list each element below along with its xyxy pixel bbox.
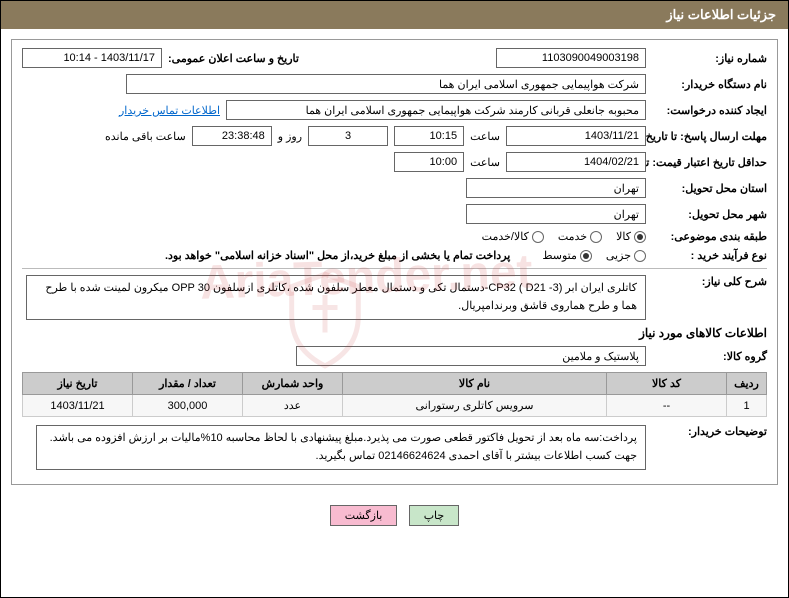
radio-minor[interactable]: جزیی: [606, 249, 646, 262]
buyer-notes-label: توضیحات خریدار:: [652, 425, 767, 438]
deadline-date-field: 1403/11/21: [506, 126, 646, 146]
deadline-label: مهلت ارسال پاسخ: تا تاریخ:: [652, 130, 767, 143]
process-radio-group: جزیی متوسط: [542, 249, 646, 262]
time-label-1: ساعت: [470, 130, 500, 143]
requester-label: ایجاد کننده درخواست:: [652, 104, 767, 117]
radio-medium[interactable]: متوسط: [542, 249, 592, 262]
desc-label: شرح کلی نیاز:: [652, 275, 767, 288]
validity-date-field: 1404/02/21: [506, 152, 646, 172]
radio-service[interactable]: خدمت: [558, 230, 602, 243]
need-no-field: 1103090049003198: [496, 48, 646, 68]
validity-label: حداقل تاریخ اعتبار قیمت: تا تاریخ:: [652, 156, 767, 169]
table-header: تعداد / مقدار: [133, 373, 243, 395]
category-label: طبقه بندی موضوعی:: [652, 230, 767, 243]
need-no-label: شماره نیاز:: [652, 52, 767, 65]
table-header: نام کالا: [343, 373, 607, 395]
table-row: 1--سرویس کاتلری رستورانیعدد300,0001403/1…: [23, 395, 767, 417]
table-cell: 300,000: [133, 395, 243, 417]
contact-link[interactable]: اطلاعات تماس خریدار: [119, 104, 220, 117]
button-row: چاپ بازگشت: [1, 495, 788, 536]
announce-field: 1403/11/17 - 10:14: [22, 48, 162, 68]
time-label-2: ساعت: [470, 156, 500, 169]
buyer-notes-box: پرداخت:سه ماه بعد از تحویل فاکتور قطعی ص…: [36, 425, 646, 470]
table-header: واحد شمارش: [243, 373, 343, 395]
announce-label: تاریخ و ساعت اعلان عمومی:: [168, 52, 299, 65]
process-label: نوع فرآیند خرید :: [652, 249, 767, 262]
radio-goods[interactable]: کالا: [616, 230, 646, 243]
city-field: تهران: [466, 204, 646, 224]
panel-header: جزئیات اطلاعات نیاز: [1, 1, 788, 29]
province-field: تهران: [466, 178, 646, 198]
days-and-label: روز و: [278, 130, 302, 143]
city-label: شهر محل تحویل:: [652, 208, 767, 221]
days-field: 3: [308, 126, 388, 146]
requester-field: محبوبه جانعلی قربانی کارمند شرکت هواپیما…: [226, 100, 646, 120]
table-cell: سرویس کاتلری رستورانی: [343, 395, 607, 417]
table-cell: --: [607, 395, 727, 417]
table-cell: 1: [727, 395, 767, 417]
radio-goods-service[interactable]: کالا/خدمت: [482, 230, 544, 243]
group-label: گروه کالا:: [652, 350, 767, 363]
goods-table: ردیفکد کالانام کالاواحد شمارشتعداد / مقد…: [22, 372, 767, 417]
buyer-org-label: نام دستگاه خریدار:: [652, 78, 767, 91]
validity-time-field: 10:00: [394, 152, 464, 172]
deadline-time-field: 10:15: [394, 126, 464, 146]
table-cell: 1403/11/21: [23, 395, 133, 417]
goods-section-title: اطلاعات کالاهای مورد نیاز: [22, 326, 767, 340]
category-radio-group: کالا خدمت کالا/خدمت: [482, 230, 646, 243]
countdown-field: 23:38:48: [192, 126, 272, 146]
province-label: استان محل تحویل:: [652, 182, 767, 195]
main-panel: شماره نیاز: 1103090049003198 تاریخ و ساع…: [11, 39, 778, 485]
print-button[interactable]: چاپ: [409, 505, 460, 526]
table-header: ردیف: [727, 373, 767, 395]
watermark-shield-icon: [280, 270, 370, 370]
buyer-org-field: شرکت هواپیمایی جمهوری اسلامی ایران هما: [126, 74, 646, 94]
back-button[interactable]: بازگشت: [330, 505, 398, 526]
remaining-label: ساعت باقی مانده: [105, 130, 186, 143]
table-header: تاریخ نیاز: [23, 373, 133, 395]
table-cell: عدد: [243, 395, 343, 417]
table-header: کد کالا: [607, 373, 727, 395]
payment-note: پرداخت تمام یا بخشی از مبلغ خرید،از محل …: [165, 249, 510, 262]
